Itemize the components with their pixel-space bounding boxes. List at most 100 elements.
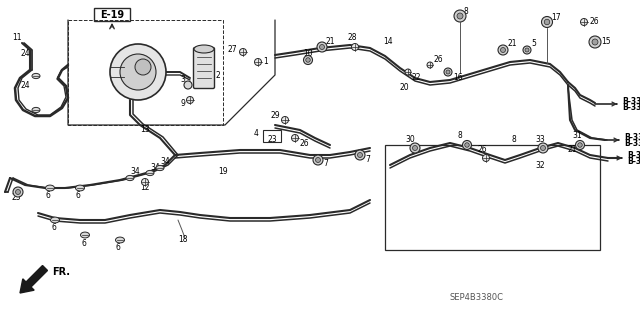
Circle shape	[291, 135, 298, 142]
Ellipse shape	[146, 170, 154, 175]
Circle shape	[541, 145, 545, 151]
Text: B-33-20: B-33-20	[624, 139, 640, 149]
Circle shape	[184, 81, 192, 89]
Ellipse shape	[32, 73, 40, 78]
Text: 14: 14	[383, 36, 392, 46]
Text: 29: 29	[270, 110, 280, 120]
Text: 17: 17	[551, 12, 561, 21]
Text: 7: 7	[323, 159, 328, 167]
Text: 18: 18	[178, 235, 188, 244]
Circle shape	[589, 36, 601, 48]
Circle shape	[186, 97, 193, 103]
Circle shape	[15, 189, 20, 195]
Text: 26: 26	[478, 145, 488, 154]
Circle shape	[255, 58, 262, 65]
Text: 23: 23	[267, 136, 276, 145]
Circle shape	[465, 143, 469, 147]
Circle shape	[580, 19, 588, 26]
Text: 16: 16	[453, 73, 463, 83]
Bar	[68, 20, 223, 125]
Text: 11: 11	[12, 33, 22, 41]
Circle shape	[358, 152, 362, 158]
Ellipse shape	[156, 165, 164, 171]
Text: 34: 34	[160, 158, 170, 167]
Circle shape	[498, 45, 508, 55]
Text: 28: 28	[348, 33, 358, 42]
Circle shape	[454, 10, 466, 22]
Circle shape	[405, 69, 411, 75]
FancyArrow shape	[20, 265, 47, 293]
Text: 15: 15	[601, 38, 611, 47]
Text: 6: 6	[76, 190, 81, 199]
Text: 21: 21	[568, 145, 577, 154]
Circle shape	[592, 39, 598, 45]
Text: B-33-20: B-33-20	[622, 103, 640, 113]
Circle shape	[427, 62, 433, 68]
Ellipse shape	[51, 217, 60, 223]
Circle shape	[544, 19, 550, 25]
Circle shape	[13, 187, 23, 197]
Ellipse shape	[32, 108, 40, 113]
Text: 22: 22	[411, 73, 420, 83]
Text: FR.: FR.	[52, 267, 70, 277]
Circle shape	[239, 48, 246, 56]
Text: SEP4B3380C: SEP4B3380C	[450, 293, 504, 302]
Text: 8: 8	[512, 136, 516, 145]
Text: 8: 8	[458, 131, 463, 140]
Text: 6: 6	[81, 239, 86, 248]
Circle shape	[110, 44, 166, 100]
Circle shape	[410, 143, 420, 153]
Text: 21: 21	[507, 40, 516, 48]
Bar	[385, 145, 600, 250]
Text: 30: 30	[405, 136, 415, 145]
Text: 27: 27	[227, 44, 237, 54]
Circle shape	[500, 48, 506, 53]
Circle shape	[317, 42, 327, 52]
Circle shape	[120, 54, 156, 90]
Circle shape	[141, 179, 148, 186]
Text: 20: 20	[400, 84, 410, 93]
Text: B-33-20: B-33-20	[627, 158, 640, 167]
Text: 24: 24	[20, 49, 30, 58]
Ellipse shape	[81, 232, 90, 238]
Circle shape	[575, 140, 584, 150]
FancyBboxPatch shape	[193, 48, 214, 88]
Text: 32: 32	[535, 160, 545, 169]
Circle shape	[446, 70, 450, 74]
Ellipse shape	[194, 45, 214, 53]
Text: B-33-10: B-33-10	[622, 97, 640, 106]
Circle shape	[541, 17, 552, 27]
Text: 5: 5	[531, 40, 536, 48]
Text: 34: 34	[130, 167, 140, 176]
Text: 6: 6	[46, 190, 51, 199]
Text: 4: 4	[253, 130, 258, 138]
Circle shape	[351, 43, 358, 50]
Text: 25: 25	[11, 194, 20, 203]
Text: 10: 10	[303, 49, 312, 58]
Circle shape	[413, 145, 417, 151]
Ellipse shape	[45, 185, 54, 191]
Bar	[263, 130, 281, 142]
Circle shape	[523, 46, 531, 54]
Circle shape	[316, 158, 321, 162]
Circle shape	[578, 143, 582, 147]
Text: 1: 1	[263, 57, 268, 66]
Circle shape	[457, 13, 463, 19]
Circle shape	[319, 44, 324, 49]
Ellipse shape	[115, 237, 125, 243]
Text: 3: 3	[180, 76, 185, 85]
Text: 7: 7	[365, 154, 370, 164]
Text: E-19: E-19	[100, 10, 124, 19]
Circle shape	[355, 150, 365, 160]
Text: 2: 2	[215, 70, 220, 79]
Circle shape	[463, 140, 472, 150]
Text: 31: 31	[572, 131, 582, 140]
Circle shape	[303, 56, 312, 64]
Text: 26: 26	[300, 138, 310, 147]
Bar	[94, 8, 130, 21]
Circle shape	[135, 59, 151, 75]
Text: 24: 24	[20, 80, 30, 90]
Text: 6: 6	[51, 224, 56, 233]
Text: 13: 13	[140, 125, 150, 135]
Text: 8: 8	[464, 6, 468, 16]
